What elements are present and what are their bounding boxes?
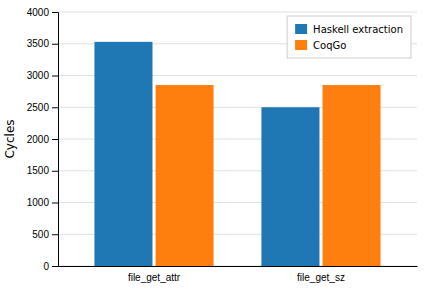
bars — [94, 42, 380, 266]
series — [156, 85, 381, 266]
y-tick-label: 3000 — [27, 70, 50, 81]
y-tick-label: 2000 — [27, 134, 50, 145]
y-tick-label: 500 — [32, 229, 49, 240]
y-tick-mark — [52, 76, 58, 77]
grid — [58, 12, 417, 266]
x-tick-label: file_get_sz — [297, 272, 345, 283]
y-tick-label: 3500 — [27, 38, 50, 49]
legend-item: CoqGo — [295, 40, 346, 51]
y-tick-mark — [52, 12, 58, 13]
y-tick-mark — [52, 107, 58, 108]
y-tick-label: 2500 — [27, 102, 50, 113]
x-axis: file_get_attr file_get_sz — [59, 267, 418, 284]
y-tick: 3000 — [27, 70, 58, 81]
legend-item: Haskell extraction — [295, 24, 403, 35]
legend-swatch — [295, 24, 307, 34]
series — [94, 42, 319, 266]
x-tick-label: file_get_attr — [128, 272, 181, 283]
y-tick-mark — [52, 266, 58, 267]
y-tick-mark — [52, 234, 58, 235]
legend-label: CoqGo — [313, 40, 346, 51]
y-tick-label: 0 — [43, 261, 49, 272]
y-axis-title: Cycles — [3, 119, 17, 158]
y-tick-mark — [52, 44, 58, 45]
y-tick: 1500 — [27, 165, 58, 176]
x-tick: file_get_sz — [297, 272, 345, 283]
bar — [323, 85, 381, 266]
legend-swatch — [295, 40, 307, 50]
legend-label: Haskell extraction — [313, 24, 403, 35]
y-tick-mark — [52, 139, 58, 140]
y-tick: 2500 — [27, 102, 58, 113]
bar — [261, 107, 319, 266]
y-tick: 1000 — [27, 197, 58, 208]
x-axis-line — [59, 266, 418, 267]
y-tick-label: 4000 — [27, 7, 50, 18]
bar — [156, 85, 214, 266]
y-tick-mark — [52, 171, 58, 172]
legend-box — [287, 16, 411, 58]
y-tick-label: 1000 — [27, 197, 50, 208]
y-tick: 0 — [43, 261, 58, 272]
bar — [94, 42, 152, 266]
y-tick-label: 1500 — [27, 165, 50, 176]
y-tick-mark — [52, 203, 58, 204]
legend: Haskell extraction CoqGo — [287, 16, 411, 58]
x-tick: file_get_attr — [128, 272, 181, 283]
y-tick: 4000 — [27, 7, 58, 18]
plot: 0 500 1000 1500 2000 2500 3000 3500 4000 file_get… — [27, 7, 418, 283]
chart: 0 500 1000 1500 2000 2500 3000 3500 4000 file_get… — [0, 0, 429, 294]
y-axis: 0 500 1000 1500 2000 2500 3000 3500 4000 — [27, 7, 59, 272]
y-tick: 3500 — [27, 38, 58, 49]
y-tick: 500 — [32, 229, 58, 240]
y-tick: 2000 — [27, 134, 58, 145]
y-axis-line — [52, 13, 59, 267]
grid-line — [58, 12, 417, 13]
